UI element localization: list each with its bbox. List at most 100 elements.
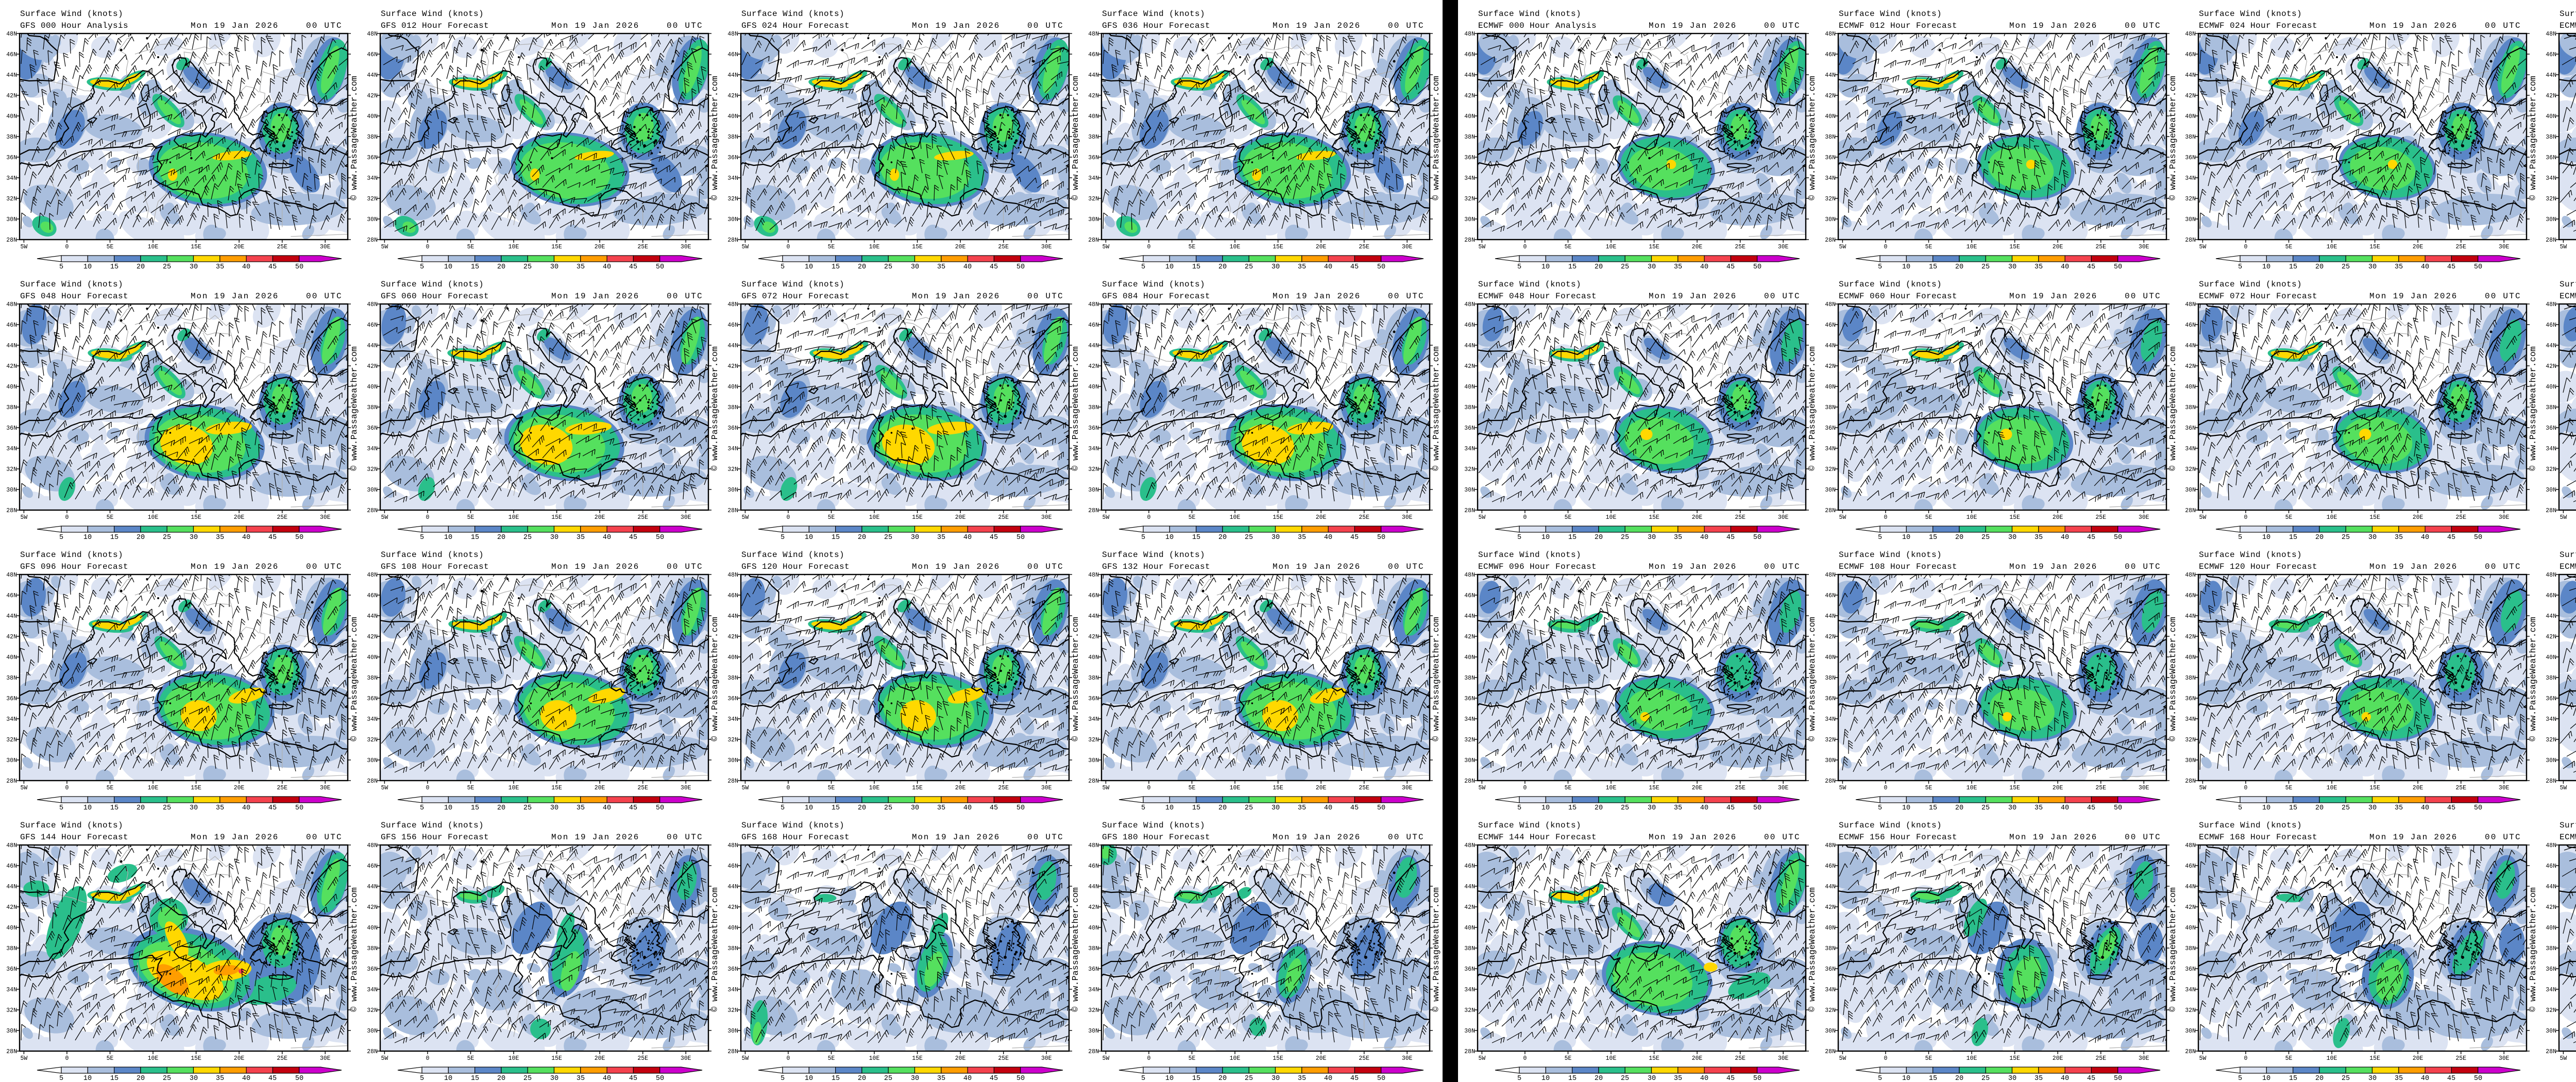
svg-text:Surface Wind (knots): Surface Wind (knots) — [20, 9, 123, 19]
svg-text:Mon 19 Jan 2026: Mon 19 Jan 2026 — [912, 833, 1000, 842]
svg-text:00 UTC: 00 UTC — [667, 833, 703, 842]
svg-text:ECMWF 144 Hour Forecast: ECMWF 144 Hour Forecast — [1478, 833, 1597, 842]
svg-text:00 UTC: 00 UTC — [2125, 292, 2161, 301]
svg-text:Surface Wind (knots): Surface Wind (knots) — [381, 550, 484, 560]
svg-text:GFS 060 Hour Forecast: GFS 060 Hour Forecast — [381, 292, 489, 301]
svg-text:Surface Wind (knots): Surface Wind (knots) — [1102, 9, 1205, 19]
svg-text:GFS 156 Hour Forecast: GFS 156 Hour Forecast — [381, 833, 489, 842]
svg-text:ECMWF 156 Hour Forecast: ECMWF 156 Hour Forecast — [1839, 833, 1957, 842]
svg-text:00 UTC: 00 UTC — [1027, 21, 1064, 30]
svg-text:ECMWF 084 Hour Forecast: ECMWF 084 Hour Forecast — [2560, 292, 2576, 301]
svg-text:Surface Wind (knots): Surface Wind (knots) — [741, 821, 844, 830]
svg-text:ECMWF 132 Hour Forecast: ECMWF 132 Hour Forecast — [2560, 562, 2576, 571]
svg-text:Mon 19 Jan 2026: Mon 19 Jan 2026 — [1649, 562, 1737, 571]
svg-text:00 UTC: 00 UTC — [1388, 292, 1425, 301]
svg-text:ECMWF 120 Hour Forecast: ECMWF 120 Hour Forecast — [2199, 562, 2317, 571]
svg-text:Mon 19 Jan 2026: Mon 19 Jan 2026 — [2009, 292, 2097, 301]
svg-text:Surface Wind (knots): Surface Wind (knots) — [1839, 280, 1942, 289]
svg-text:Surface Wind (knots): Surface Wind (knots) — [1478, 9, 1581, 19]
svg-text:Mon 19 Jan 2026: Mon 19 Jan 2026 — [912, 292, 1000, 301]
svg-text:GFS 048 Hour Forecast: GFS 048 Hour Forecast — [20, 292, 128, 301]
svg-text:Surface Wind (knots): Surface Wind (knots) — [1102, 280, 1205, 289]
svg-text:Surface Wind (knots): Surface Wind (knots) — [741, 9, 844, 19]
svg-text:Surface Wind (knots): Surface Wind (knots) — [1478, 550, 1581, 560]
svg-text:GFS 072 Hour Forecast: GFS 072 Hour Forecast — [741, 292, 850, 301]
svg-text:ECMWF 036 Hour Forecast: ECMWF 036 Hour Forecast — [2560, 21, 2576, 30]
svg-text:00 UTC: 00 UTC — [306, 21, 343, 30]
svg-text:Surface Wind (knots): Surface Wind (knots) — [741, 280, 844, 289]
svg-text:GFS 132 Hour Forecast: GFS 132 Hour Forecast — [1102, 562, 1210, 571]
svg-text:ECMWF 048 Hour Forecast: ECMWF 048 Hour Forecast — [1478, 292, 1597, 301]
svg-text:Surface Wind (knots): Surface Wind (knots) — [381, 280, 484, 289]
svg-text:Mon 19 Jan 2026: Mon 19 Jan 2026 — [1649, 833, 1737, 842]
svg-text:Mon 19 Jan 2026: Mon 19 Jan 2026 — [1273, 292, 1361, 301]
svg-text:00 UTC: 00 UTC — [2485, 562, 2521, 571]
svg-text:Mon 19 Jan 2026: Mon 19 Jan 2026 — [551, 562, 639, 571]
svg-text:00 UTC: 00 UTC — [306, 833, 343, 842]
svg-text:Surface Wind (knots): Surface Wind (knots) — [2199, 550, 2302, 560]
svg-text:00 UTC: 00 UTC — [1388, 21, 1425, 30]
svg-text:ECMWF 096 Hour Forecast: ECMWF 096 Hour Forecast — [1478, 562, 1597, 571]
svg-text:00 UTC: 00 UTC — [1764, 292, 1801, 301]
svg-text:Mon 19 Jan 2026: Mon 19 Jan 2026 — [2369, 21, 2458, 30]
svg-text:GFS 036 Hour Forecast: GFS 036 Hour Forecast — [1102, 21, 1210, 30]
svg-text:Mon 19 Jan 2026: Mon 19 Jan 2026 — [1273, 833, 1361, 842]
svg-text:GFS 108 Hour Forecast: GFS 108 Hour Forecast — [381, 562, 489, 571]
svg-text:ECMWF 180 Hour Forecast: ECMWF 180 Hour Forecast — [2560, 833, 2576, 842]
svg-text:Mon 19 Jan 2026: Mon 19 Jan 2026 — [551, 292, 639, 301]
svg-text:Mon 19 Jan 2026: Mon 19 Jan 2026 — [191, 833, 279, 842]
svg-text:00 UTC: 00 UTC — [2125, 833, 2161, 842]
svg-text:Surface Wind (knots): Surface Wind (knots) — [381, 9, 484, 19]
svg-text:GFS 120 Hour Forecast: GFS 120 Hour Forecast — [741, 562, 850, 571]
svg-text:Surface Wind (knots): Surface Wind (knots) — [1102, 550, 1205, 560]
svg-text:Mon 19 Jan 2026: Mon 19 Jan 2026 — [2009, 833, 2097, 842]
svg-text:Surface Wind (knots): Surface Wind (knots) — [1839, 821, 1942, 830]
svg-text:ECMWF 012 Hour Forecast: ECMWF 012 Hour Forecast — [1839, 21, 1957, 30]
svg-text:00 UTC: 00 UTC — [1027, 562, 1064, 571]
svg-text:GFS 168 Hour Forecast: GFS 168 Hour Forecast — [741, 833, 850, 842]
svg-text:Surface Wind (knots): Surface Wind (knots) — [2560, 821, 2576, 830]
svg-text:ECMWF 024 Hour Forecast: ECMWF 024 Hour Forecast — [2199, 21, 2317, 30]
svg-text:Mon 19 Jan 2026: Mon 19 Jan 2026 — [1649, 21, 1737, 30]
svg-text:Mon 19 Jan 2026: Mon 19 Jan 2026 — [2369, 833, 2458, 842]
svg-text:Surface Wind (knots): Surface Wind (knots) — [741, 550, 844, 560]
svg-text:Mon 19 Jan 2026: Mon 19 Jan 2026 — [551, 21, 639, 30]
svg-text:ECMWF 108 Hour Forecast: ECMWF 108 Hour Forecast — [1839, 562, 1957, 571]
svg-text:00 UTC: 00 UTC — [1027, 833, 1064, 842]
svg-text:Surface Wind (knots): Surface Wind (knots) — [1478, 280, 1581, 289]
svg-text:Mon 19 Jan 2026: Mon 19 Jan 2026 — [1273, 21, 1361, 30]
svg-text:Surface Wind (knots): Surface Wind (knots) — [20, 821, 123, 830]
svg-text:00 UTC: 00 UTC — [1027, 292, 1064, 301]
svg-text:ECMWF 060 Hour Forecast: ECMWF 060 Hour Forecast — [1839, 292, 1957, 301]
svg-text:GFS 096 Hour Forecast: GFS 096 Hour Forecast — [20, 562, 128, 571]
svg-text:Mon 19 Jan 2026: Mon 19 Jan 2026 — [912, 21, 1000, 30]
svg-text:00 UTC: 00 UTC — [2125, 21, 2161, 30]
svg-text:Mon 19 Jan 2026: Mon 19 Jan 2026 — [191, 562, 279, 571]
svg-text:GFS 144 Hour Forecast: GFS 144 Hour Forecast — [20, 833, 128, 842]
svg-text:00 UTC: 00 UTC — [1764, 562, 1801, 571]
svg-text:Mon 19 Jan 2026: Mon 19 Jan 2026 — [2369, 562, 2458, 571]
svg-text:00 UTC: 00 UTC — [306, 292, 343, 301]
svg-text:GFS 084 Hour Forecast: GFS 084 Hour Forecast — [1102, 292, 1210, 301]
svg-text:Surface Wind (knots): Surface Wind (knots) — [2199, 821, 2302, 830]
svg-text:Surface Wind (knots): Surface Wind (knots) — [2199, 280, 2302, 289]
svg-text:00 UTC: 00 UTC — [1764, 21, 1801, 30]
svg-text:Surface Wind (knots): Surface Wind (knots) — [2560, 9, 2576, 19]
svg-text:00 UTC: 00 UTC — [1764, 833, 1801, 842]
svg-text:00 UTC: 00 UTC — [306, 562, 343, 571]
svg-text:00 UTC: 00 UTC — [2485, 292, 2521, 301]
svg-text:Surface Wind (knots): Surface Wind (knots) — [2560, 550, 2576, 560]
svg-text:ECMWF 072 Hour Forecast: ECMWF 072 Hour Forecast — [2199, 292, 2317, 301]
svg-text:Surface Wind (knots): Surface Wind (knots) — [1839, 550, 1942, 560]
svg-text:Mon 19 Jan 2026: Mon 19 Jan 2026 — [2009, 562, 2097, 571]
svg-text:ECMWF 168 Hour Forecast: ECMWF 168 Hour Forecast — [2199, 833, 2317, 842]
svg-text:GFS 000 Hour Analysis: GFS 000 Hour Analysis — [20, 21, 128, 30]
svg-text:Surface Wind (knots): Surface Wind (knots) — [1102, 821, 1205, 830]
svg-text:Surface Wind (knots): Surface Wind (knots) — [2560, 280, 2576, 289]
svg-text:Surface Wind (knots): Surface Wind (knots) — [1839, 9, 1942, 19]
svg-text:00 UTC: 00 UTC — [2485, 21, 2521, 30]
svg-text:00 UTC: 00 UTC — [2125, 562, 2161, 571]
svg-text:ECMWF 000 Hour Analysis: ECMWF 000 Hour Analysis — [1478, 21, 1597, 30]
svg-text:Surface Wind (knots): Surface Wind (knots) — [1478, 821, 1581, 830]
svg-text:Mon 19 Jan 2026: Mon 19 Jan 2026 — [912, 562, 1000, 571]
